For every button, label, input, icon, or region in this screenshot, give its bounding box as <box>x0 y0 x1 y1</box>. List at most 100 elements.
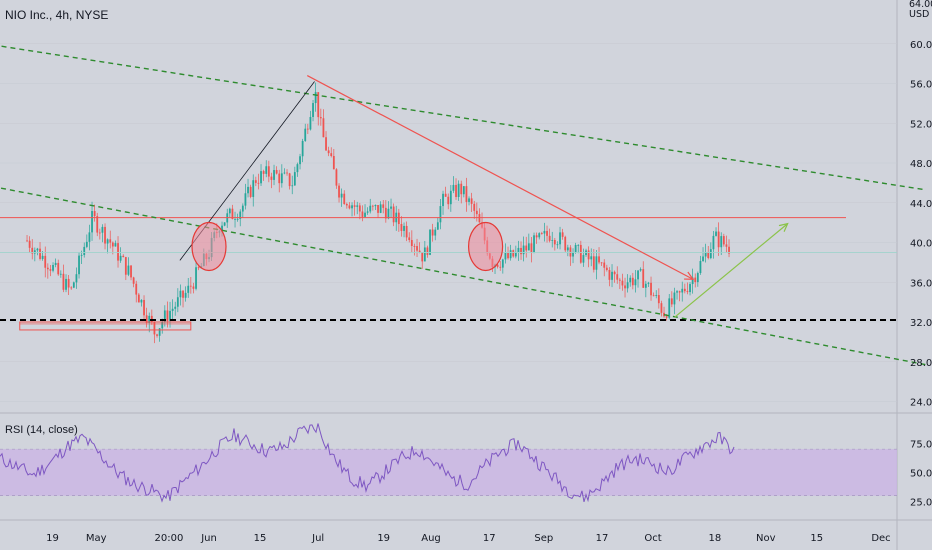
candle-body <box>522 245 525 255</box>
candle-body <box>91 211 93 233</box>
candle <box>67 274 70 296</box>
candle-body <box>343 193 346 204</box>
candle-body <box>361 211 364 217</box>
candle-body <box>351 205 353 209</box>
candle <box>676 290 678 300</box>
candle <box>187 277 190 298</box>
time-tick-label: 19 <box>46 533 59 544</box>
candle-body <box>36 248 39 251</box>
candle <box>423 240 426 262</box>
highlight-ellipse[interactable] <box>191 221 227 272</box>
candle <box>374 204 377 211</box>
candle <box>280 164 283 188</box>
candle <box>182 290 184 308</box>
rise-arrow-line[interactable] <box>674 224 788 318</box>
candle-body <box>249 186 252 197</box>
candle-body <box>517 247 520 253</box>
candle <box>223 222 226 227</box>
candle <box>499 260 502 271</box>
candle <box>520 241 522 260</box>
candle-body <box>598 256 600 263</box>
candle-body <box>434 229 437 236</box>
candle <box>304 123 307 142</box>
rsi-pane[interactable] <box>0 423 897 503</box>
candle-body <box>270 176 273 180</box>
candle-body <box>551 240 554 241</box>
candle <box>317 92 320 126</box>
candle <box>262 169 265 181</box>
candle <box>179 284 182 306</box>
candle-body <box>455 184 457 197</box>
price-tick-label: 36.00 <box>910 278 932 289</box>
candle-body <box>353 205 356 207</box>
candle-body <box>124 257 127 275</box>
symbol-title[interactable]: NIO Inc., 4h, NYSE <box>5 8 109 22</box>
price-axis[interactable]: 24.00 28.00 32.00 36.00 40.00 44.00 48.00 52.00… <box>909 0 932 509</box>
candle-body <box>65 278 67 290</box>
candle <box>273 164 275 186</box>
candle <box>390 198 392 219</box>
candle <box>540 231 543 235</box>
candle-body <box>397 212 400 225</box>
candle-body <box>504 252 507 260</box>
candle-body <box>345 203 348 206</box>
time-tick-label: 17 <box>483 533 496 544</box>
candle <box>130 265 132 281</box>
candle-body <box>559 232 561 245</box>
candle <box>668 293 671 320</box>
candle-body <box>197 267 200 269</box>
time-tick-label: Nov <box>756 533 776 544</box>
candle <box>163 305 166 327</box>
candle <box>270 172 273 189</box>
time-axis[interactable]: 19 May 20:00 Jun 15 Jul 19 Aug 17 Sep 17 Oct 18 Nov 15… <box>46 533 891 544</box>
candle <box>369 198 372 214</box>
candle-body <box>358 205 361 212</box>
candle-body <box>548 235 551 241</box>
candle-body <box>644 283 647 288</box>
candle <box>330 147 333 158</box>
candle <box>689 282 691 296</box>
candle <box>52 262 54 273</box>
candle <box>699 255 702 275</box>
candle <box>49 265 52 277</box>
decline-arrow-line[interactable] <box>306 75 693 280</box>
candle-body <box>673 292 676 305</box>
highlight-ellipse[interactable] <box>467 221 504 272</box>
candle <box>478 208 481 223</box>
candle-body <box>590 256 593 260</box>
rsi-line[interactable] <box>0 423 735 503</box>
candle <box>278 169 281 193</box>
candle <box>556 241 559 249</box>
candle <box>189 276 192 294</box>
candle <box>31 239 34 260</box>
upper-channel-line[interactable] <box>0 34 927 191</box>
candle <box>101 224 104 243</box>
candle-body <box>561 232 564 237</box>
candle-body <box>678 291 681 293</box>
candle-body <box>46 267 49 270</box>
support-zone-box[interactable] <box>19 321 192 331</box>
time-tick-label: Jun <box>200 533 217 544</box>
candle <box>577 244 580 254</box>
candle <box>351 202 353 217</box>
candle <box>595 250 598 280</box>
candle-body <box>379 204 382 213</box>
candle <box>616 266 619 284</box>
candle <box>722 233 725 247</box>
candle <box>694 273 697 288</box>
price-tick-label: 40.00 <box>910 239 932 250</box>
candle-body <box>371 205 374 207</box>
candle <box>288 172 291 190</box>
candle <box>421 252 424 269</box>
top-price-label: 64.00 <box>909 0 932 10</box>
candle <box>379 201 382 214</box>
candle <box>312 100 314 122</box>
candle <box>512 249 515 258</box>
candle-body <box>153 322 156 335</box>
candle-body <box>514 252 517 257</box>
candle-body <box>657 295 660 304</box>
price-tick-label: 52.00 <box>910 119 932 130</box>
candle <box>455 178 457 200</box>
candle <box>301 138 304 163</box>
